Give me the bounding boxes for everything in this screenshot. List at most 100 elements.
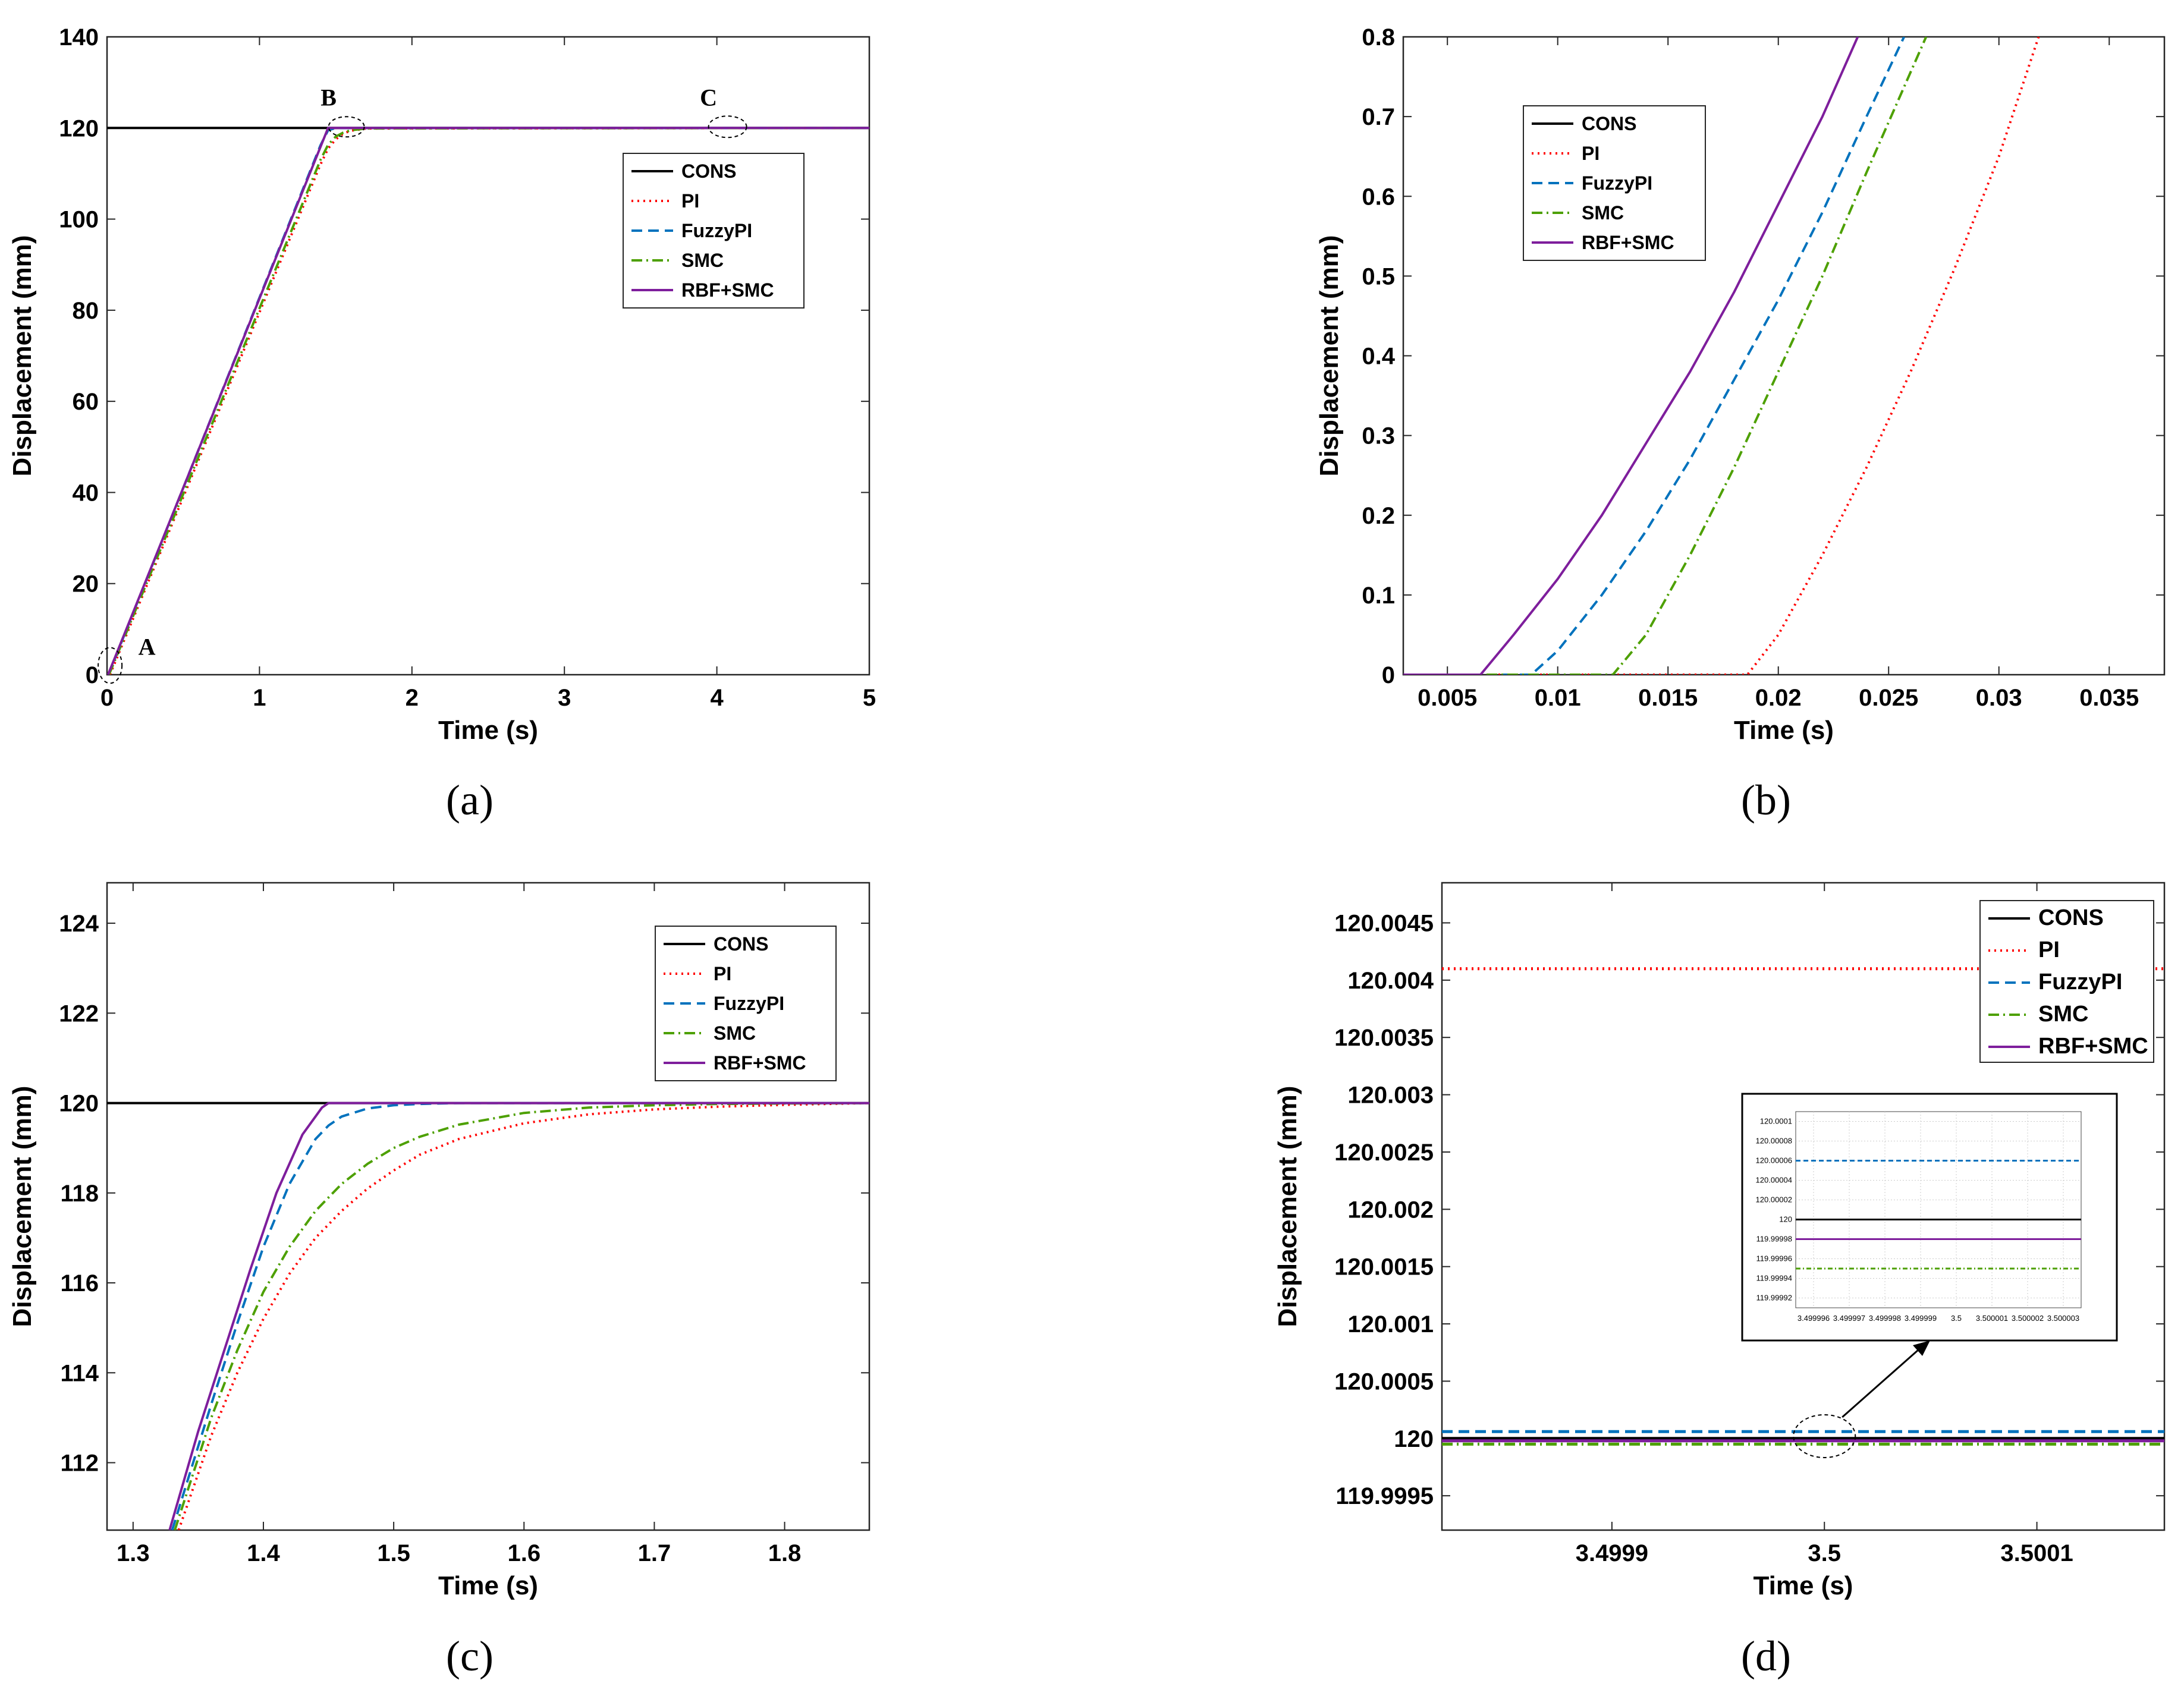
- panel-a: 0 1 2 3 4 5 0 20 40 60 80 100 120 140 Time (s) Displace…: [8, 24, 876, 824]
- y-axis-label: Displacement (mm): [8, 1086, 37, 1327]
- panel-caption: (c): [446, 1632, 494, 1680]
- y-tick-label: 120.002: [1347, 1197, 1434, 1223]
- y-axis-label: Displacement (mm): [8, 235, 37, 477]
- inset-y-tick-label: 119.99992: [1756, 1294, 1793, 1302]
- panel-d: 3.4999 3.5 3.5001 119.9995 120 120.0005 120.00…: [1273, 882, 2166, 1680]
- legend-label: RBF+SMC: [714, 1052, 806, 1074]
- legend-label: FuzzyPI: [2038, 970, 2122, 995]
- annotation-ellipse: [328, 116, 365, 138]
- legend-label: PI: [2038, 937, 2060, 962]
- inset-y-tick-label: 119.99998: [1756, 1235, 1793, 1244]
- x-tick-label: 5: [863, 685, 876, 711]
- legend-label: FuzzyPI: [681, 220, 752, 241]
- inset-x-tick-label: 3.5: [1951, 1314, 1962, 1323]
- x-axis-label: Time (s): [438, 1571, 538, 1600]
- series-line-rbf-smc: [168, 1102, 869, 1530]
- y-tick-label: 0.8: [1362, 24, 1395, 51]
- y-tick-label: 20: [73, 571, 99, 597]
- y-tick-label: 114: [60, 1360, 99, 1386]
- y-tick-label: 120.0005: [1334, 1368, 1434, 1395]
- legend: CONS PI FuzzyPI SMC RBF+SMC: [623, 153, 805, 309]
- legend-label: SMC: [681, 250, 724, 271]
- legend: CONS PI FuzzyPI SMC RBF+SMC: [1523, 105, 1706, 261]
- annotation-label: A: [139, 633, 156, 660]
- inset-x-tick-label: 3.499999: [1905, 1314, 1937, 1323]
- panel-caption: (b): [1741, 776, 1791, 824]
- y-tick-label: 116: [60, 1270, 99, 1297]
- legend: CONS PI FuzzyPI SMC RBF+SMC: [1979, 900, 2154, 1063]
- x-tick-label: 1.6: [507, 1540, 540, 1566]
- legend-label: PI: [1582, 143, 1599, 164]
- series-line-smc: [1403, 37, 1928, 675]
- series-line-rbf-smc: [107, 127, 869, 675]
- legend-label: FuzzyPI: [1582, 172, 1652, 194]
- x-tick-label: 0.035: [2079, 685, 2139, 711]
- legend-label: CONS: [2038, 905, 2104, 930]
- series-line-pi: [1403, 37, 2040, 675]
- y-tick-label: 80: [73, 298, 99, 324]
- x-tick-label: 0.03: [1976, 685, 2022, 711]
- x-tick-label: 0.005: [1418, 685, 1477, 711]
- annotation-ellipse: [708, 115, 747, 139]
- y-tick-label: 0: [1382, 662, 1395, 688]
- y-axis-label: Displacement (mm): [1273, 1086, 1302, 1327]
- inset-y-tick-label: 119.99996: [1756, 1254, 1793, 1263]
- x-tick-label: 0.025: [1859, 685, 1918, 711]
- x-tick-label: 1.4: [247, 1540, 280, 1566]
- annotation-ellipse: [98, 647, 123, 684]
- x-tick-label: 1.5: [377, 1540, 410, 1566]
- series-group: [1403, 37, 2040, 675]
- panel-c: 1.3 1.4 1.5 1.6 1.7 1.8 112 114 116 118 120 122 124 T…: [8, 882, 871, 1680]
- inset-y-tick-label: 120.00002: [1756, 1195, 1792, 1204]
- y-tick-label: 120.003: [1347, 1082, 1434, 1109]
- inset-y-tick-label: 119.99994: [1756, 1274, 1793, 1283]
- zoom-ellipse: [1793, 1414, 1856, 1458]
- inset-y-tick-label: 120.00008: [1756, 1137, 1792, 1146]
- panel-b: 0.005 0.01 0.015 0.02 0.025 0.03 0.035 0 0.1 0.2 0…: [1315, 24, 2166, 824]
- x-tick-label: 1.3: [117, 1540, 150, 1566]
- x-tick-label: 3: [558, 685, 571, 711]
- zoom-arrow-line: [1842, 1344, 1924, 1418]
- legend-label: SMC: [1582, 202, 1624, 224]
- y-tick-label: 0: [86, 662, 99, 688]
- x-tick-label: 0: [100, 685, 114, 711]
- y-tick-label: 120.0025: [1334, 1140, 1434, 1166]
- legend-label: PI: [714, 963, 731, 984]
- x-tick-label: 0.02: [1755, 685, 1802, 711]
- y-tick-label: 120.0035: [1334, 1025, 1434, 1051]
- x-axis-label: Time (s): [438, 716, 538, 745]
- y-tick-label: 0.5: [1362, 263, 1395, 289]
- series-line-fuzzypi: [1403, 37, 1906, 675]
- panel-caption: (a): [446, 776, 494, 824]
- inset: 3.499996 3.499997 3.499998 3.499999 3.5 3.500…: [1741, 1093, 2118, 1342]
- legend-label: PI: [681, 190, 699, 212]
- annotation-label: B: [320, 84, 337, 111]
- inset-x-tick-label: 3.499996: [1798, 1314, 1830, 1323]
- y-tick-label: 100: [59, 207, 99, 233]
- y-tick-label: 120.004: [1347, 968, 1434, 994]
- legend-label: CONS: [1582, 113, 1636, 134]
- y-tick-label: 118: [60, 1181, 99, 1207]
- x-tick-label: 1: [253, 685, 266, 711]
- plot-area: [106, 36, 871, 676]
- x-tick-label: 2: [406, 685, 419, 711]
- y-tick-label: 0.1: [1362, 583, 1395, 609]
- y-tick-label: 120: [59, 1091, 99, 1117]
- y-tick-label: 120.0015: [1334, 1254, 1434, 1280]
- inset-x-tick-label: 3.500003: [2047, 1314, 2079, 1323]
- x-tick-label: 3.5001: [2000, 1540, 2073, 1566]
- legend-label: RBF+SMC: [2038, 1034, 2148, 1059]
- legend-label: CONS: [681, 161, 736, 182]
- x-tick-label: 3.4999: [1576, 1540, 1648, 1566]
- inset-y-tick-label: 120.00006: [1756, 1156, 1792, 1165]
- y-tick-label: 124: [59, 911, 99, 937]
- legend-label: CONS: [714, 933, 768, 955]
- legend-label: SMC: [2038, 1002, 2088, 1027]
- series-group: [107, 1102, 869, 1530]
- x-tick-label: 0.01: [1535, 685, 1581, 711]
- inset-x-tick-label: 3.500002: [2012, 1314, 2044, 1323]
- y-tick-label: 120.001: [1347, 1311, 1434, 1338]
- series-line-rbf-smc: [1403, 37, 1859, 675]
- y-tick-label: 120: [59, 115, 99, 141]
